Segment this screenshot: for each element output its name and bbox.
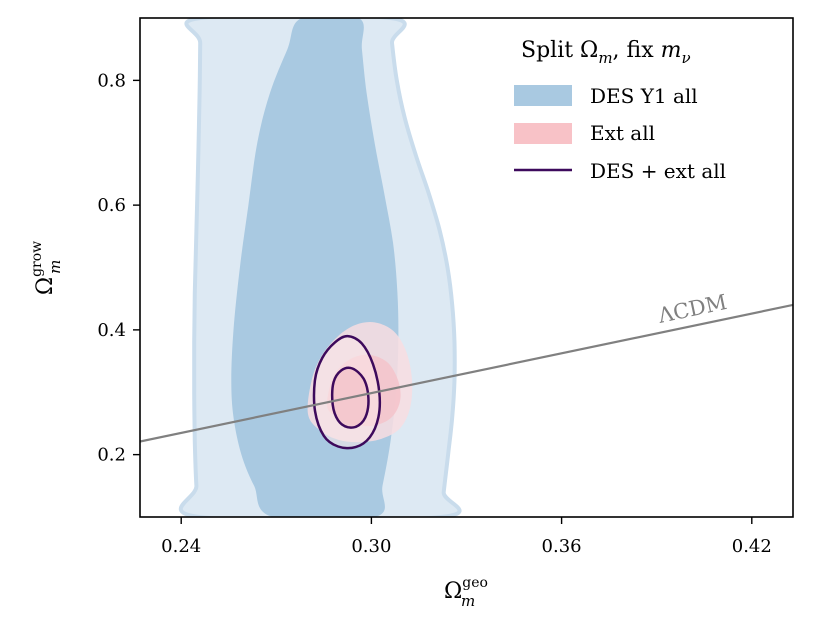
axis-ticks: 0.24 0.30 0.36 0.42 0.2 0.4 0.6 0.8 bbox=[97, 70, 771, 557]
lcdm-label: ΛCDM bbox=[655, 290, 729, 328]
legend-swatch-des bbox=[514, 85, 572, 106]
legend-label-combined: DES + ext all bbox=[590, 159, 726, 183]
legend: Split Ωm, fix mν DES Y1 all Ext all DES … bbox=[514, 38, 726, 183]
axes-border bbox=[139, 17, 794, 518]
legend-swatch-ext bbox=[514, 123, 572, 144]
x-tick-label: 0.36 bbox=[542, 536, 582, 557]
y-tick-label: 0.2 bbox=[97, 445, 126, 466]
lcdm-line bbox=[140, 303, 793, 443]
plot-area bbox=[140, 18, 793, 517]
x-tick-label: 0.42 bbox=[732, 536, 772, 557]
legend-title: Split Ωm, fix mν bbox=[521, 38, 691, 67]
axes-frame bbox=[139, 17, 794, 518]
x-tick-label: 0.24 bbox=[161, 536, 201, 557]
y-tick-label: 0.4 bbox=[97, 320, 126, 341]
y-axis-title: Ωgrowm bbox=[29, 241, 64, 295]
y-tick-label: 0.8 bbox=[97, 70, 126, 91]
legend-label-des: DES Y1 all bbox=[590, 84, 698, 108]
legend-label-ext: Ext all bbox=[590, 121, 655, 145]
x-tick-label: 0.30 bbox=[351, 536, 391, 557]
x-axis-title: Ωgeo m bbox=[444, 575, 488, 610]
y-tick-label: 0.6 bbox=[97, 195, 126, 216]
